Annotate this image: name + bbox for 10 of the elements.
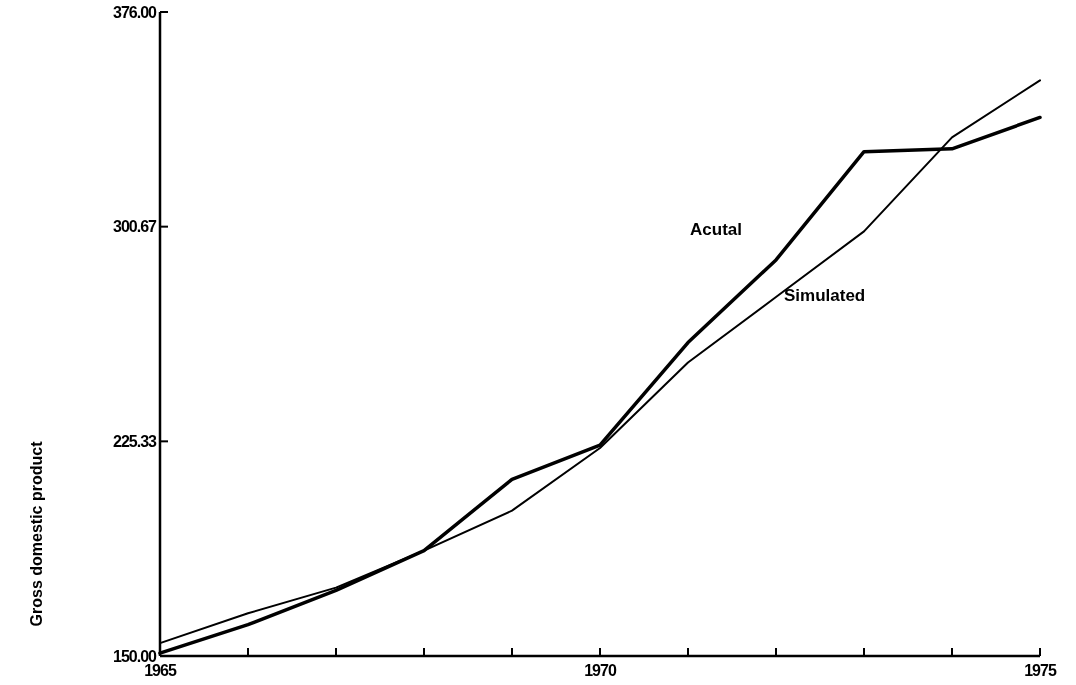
y-tick-label: 225.33: [113, 432, 158, 450]
text: Acutal: [690, 219, 742, 239]
x-tick-label: 1970: [584, 662, 617, 679]
y-tick-label: 300.67: [113, 218, 158, 236]
y-axis-title: Gross domestic product: [28, 440, 45, 627]
x-tick-label: 1965: [144, 662, 177, 679]
series-label: Simulated: [784, 285, 866, 305]
x-tick-label: 1975: [1024, 662, 1057, 679]
y-tick-label: 376.00: [113, 3, 158, 21]
y-tick-label: 150.00: [113, 647, 158, 665]
